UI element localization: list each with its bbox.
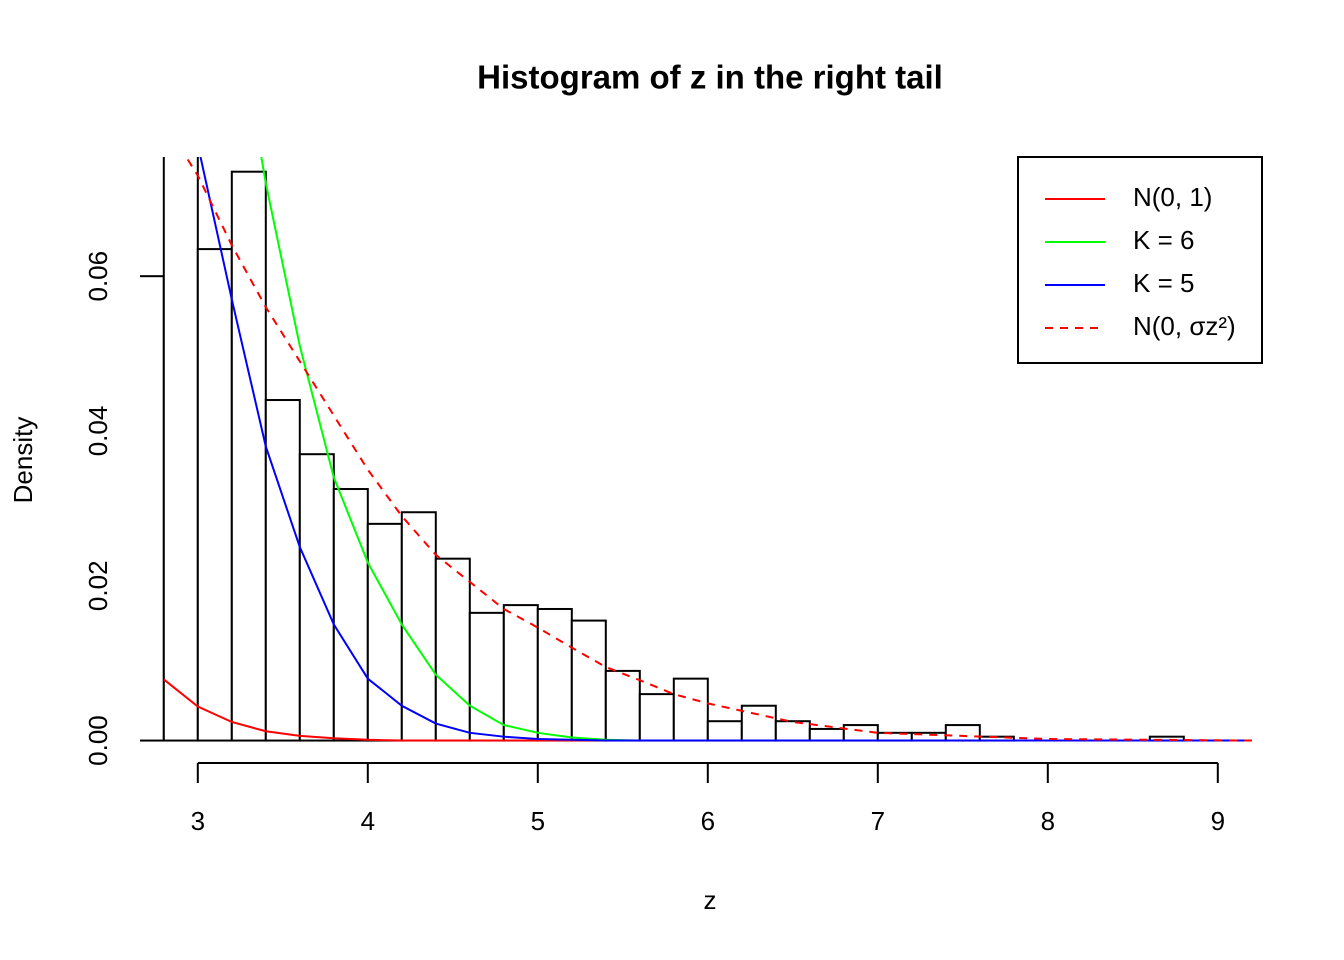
bar [774, 720, 811, 742]
x-tick-label: 5 [531, 806, 545, 836]
bar [536, 607, 573, 742]
x-axis-label: z [704, 885, 717, 915]
bar [264, 399, 301, 742]
legend-label: K = 6 [1133, 225, 1194, 255]
x-tick-label: 9 [1211, 806, 1225, 836]
legend-label: N(0, σz²) [1133, 311, 1236, 341]
legend-label: K = 5 [1133, 268, 1194, 298]
bar [944, 724, 981, 742]
bar [468, 611, 505, 742]
bar [604, 669, 641, 742]
bar [672, 677, 709, 742]
bar [570, 619, 607, 742]
plot-area [140, 157, 1252, 742]
x-tick-label: 6 [701, 806, 715, 836]
y-tick-label: 0.00 [83, 715, 113, 766]
density-curve [184, 157, 1252, 742]
bar [808, 727, 845, 742]
legend-label: N(0, 1) [1133, 182, 1212, 212]
x-tick-label: 4 [361, 806, 375, 836]
bar [434, 557, 471, 742]
x-tick-label: 8 [1041, 806, 1055, 836]
bar [140, 275, 165, 742]
legend-box [1017, 156, 1263, 364]
y-axis-label: Density [8, 417, 38, 504]
chart-title: Histogram of z in the right tail [477, 59, 943, 96]
bar [400, 511, 437, 742]
legend: N(0, 1) K = 6 K = 5 N(0, σz²) [1017, 156, 1263, 364]
y-tick-label: 0.04 [83, 406, 113, 457]
bar [638, 693, 675, 742]
y-tick-label: 0.02 [83, 560, 113, 611]
x-tick-label: 7 [871, 806, 885, 836]
density-curve [199, 157, 1252, 742]
bar [230, 170, 267, 742]
bar [162, 157, 199, 742]
bar [298, 453, 335, 742]
y-tick-label: 0.06 [83, 251, 113, 302]
bar [706, 720, 743, 742]
bar [196, 248, 233, 742]
bar [332, 488, 369, 742]
bar [366, 522, 403, 742]
x-tick-label: 3 [191, 806, 205, 836]
bar [740, 704, 777, 742]
axes: 3 4 5 6 7 8 9 0.00 0.02 0.04 0.06 [83, 251, 1225, 836]
